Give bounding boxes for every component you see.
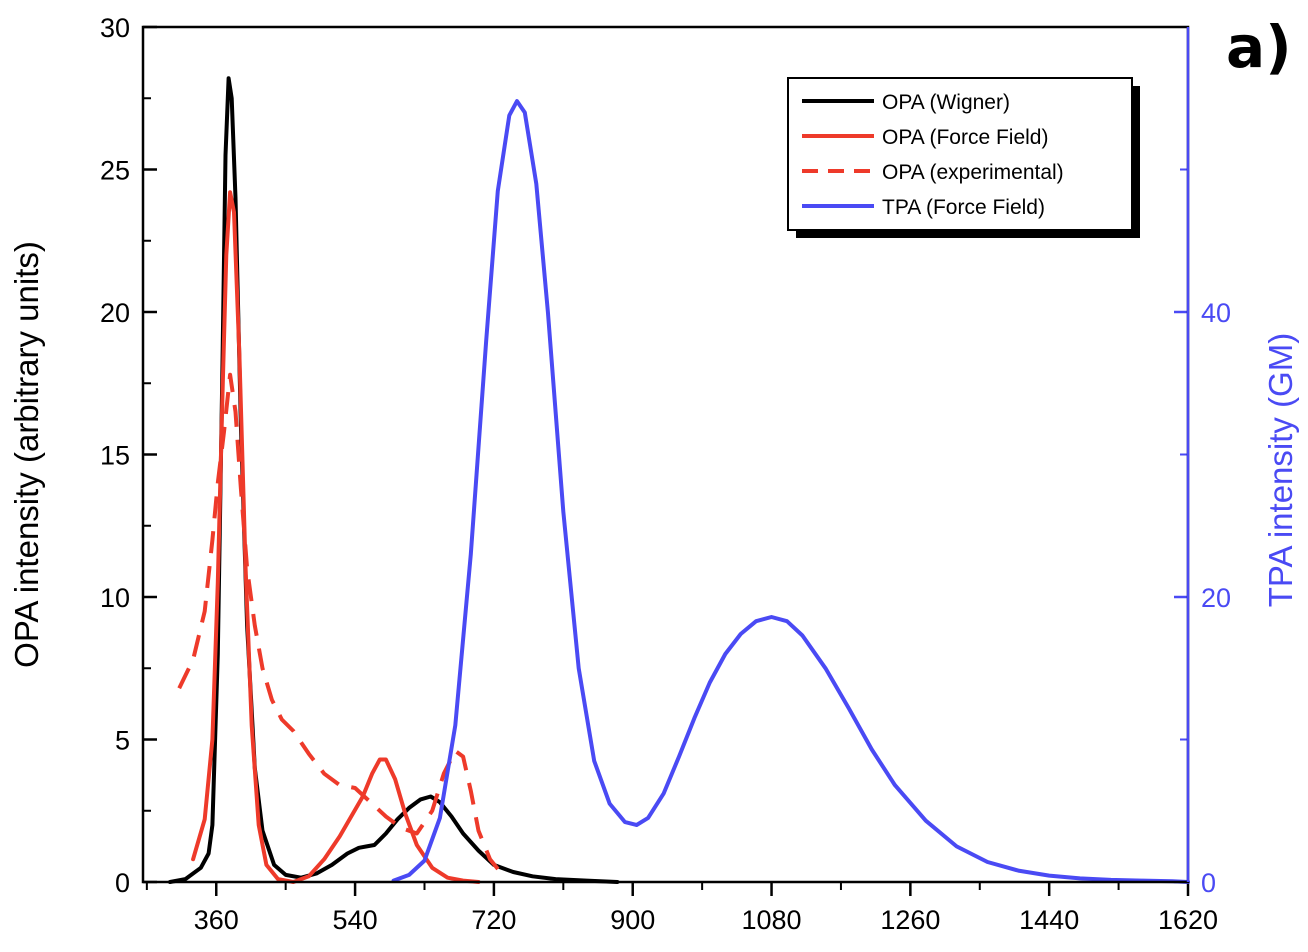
x-tick-label: 360 — [194, 905, 239, 935]
y-left-tick-label: 5 — [115, 726, 130, 756]
y-right-axis-title: TPA intensity (GM) — [1262, 333, 1299, 607]
series-line-opa-wigner — [168, 76, 620, 884]
legend-label: OPA (Wigner) — [882, 91, 1010, 114]
y-left-tick-label: 15 — [100, 441, 130, 471]
y-right-tick-label: 20 — [1201, 583, 1231, 613]
series-layer — [168, 76, 1190, 884]
x-tick-label: 720 — [471, 905, 516, 935]
x-tick-label: 1080 — [742, 905, 802, 935]
panel-label: a) — [1226, 13, 1292, 81]
x-tick-label: 1440 — [1019, 905, 1079, 935]
legend-label: OPA (Force Field) — [882, 126, 1048, 149]
ticks-layer: 360 540 720 900 1080 1260 1440 1620 0 5 10 15 20 25 30… — [100, 13, 1231, 935]
legend-label: TPA (Force Field) — [882, 196, 1045, 219]
x-tick-label: 1620 — [1158, 905, 1218, 935]
series-line-opa-force-field — [191, 190, 481, 884]
y-right-tick-label: 0 — [1201, 868, 1216, 898]
y-left-tick-label: 0 — [115, 868, 130, 898]
x-tick-label: 540 — [333, 905, 378, 935]
y-left-tick-label: 20 — [100, 298, 130, 328]
legend: OPA (Wigner) OPA (Force Field) OPA (experi… — [787, 77, 1140, 238]
y-left-axis-title: OPA intensity (arbitrary units) — [8, 241, 45, 668]
series-line-opa-experimental — [177, 372, 504, 875]
legend-label: OPA (experimental) — [882, 161, 1064, 184]
y-left-tick-label: 10 — [100, 583, 130, 613]
series-line-tpa-force-field — [391, 99, 1190, 884]
x-tick-label: 900 — [610, 905, 655, 935]
y-left-tick-label: 30 — [100, 13, 130, 43]
y-right-tick-label: 40 — [1201, 298, 1231, 328]
x-tick-label: 1260 — [880, 905, 940, 935]
y-left-tick-label: 25 — [100, 156, 130, 186]
